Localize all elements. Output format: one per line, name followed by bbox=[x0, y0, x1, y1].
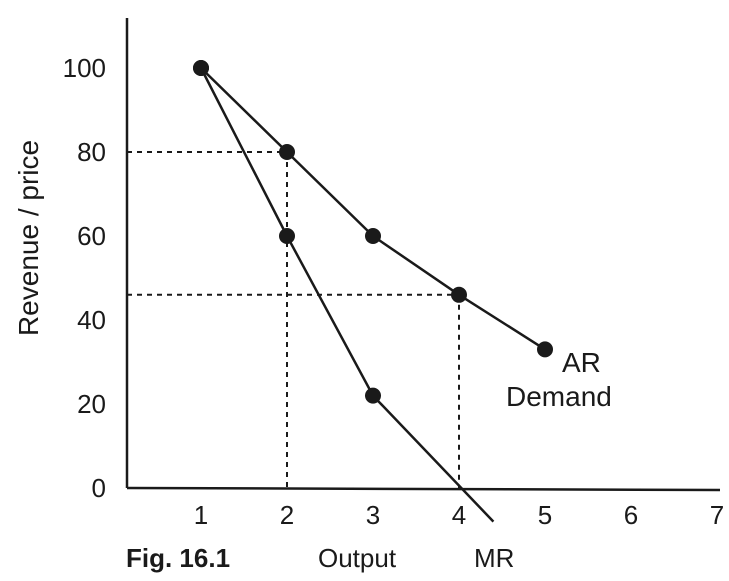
series-line-1 bbox=[199, 67, 495, 523]
data-point-1-0 bbox=[193, 60, 209, 76]
x-tick-label-1: 1 bbox=[194, 500, 208, 530]
x-axis-label: Output bbox=[318, 543, 397, 573]
x-tick-label-4: 4 bbox=[452, 500, 466, 530]
dashed-guides bbox=[127, 151, 460, 488]
x-tick-label-2: 2 bbox=[280, 500, 294, 530]
ar-demand-label-line-1: AR bbox=[562, 347, 601, 378]
data-point-1-1 bbox=[279, 228, 295, 244]
x-axis bbox=[126, 486, 721, 492]
x-tick-label-3: 3 bbox=[366, 500, 380, 530]
x-tick-label-7: 7 bbox=[710, 500, 724, 530]
y-tick-label-20: 20 bbox=[77, 389, 106, 419]
figure-label: Fig. 16.1 bbox=[126, 543, 230, 573]
y-tick-label-60: 60 bbox=[77, 221, 106, 251]
series-lines bbox=[193, 60, 553, 523]
y-tick-label-0: 0 bbox=[92, 473, 106, 503]
y-tick-label-80: 80 bbox=[77, 137, 106, 167]
data-point-1-2 bbox=[365, 387, 381, 404]
x-tick-label-5: 5 bbox=[538, 500, 552, 530]
data-point-0-3 bbox=[451, 286, 467, 303]
y-axis-label: Revenue / price bbox=[13, 140, 44, 336]
data-point-0-2 bbox=[365, 228, 381, 244]
y-tick-labels: 0 20 40 60 80 100 bbox=[63, 53, 106, 503]
mr-series-label: MR bbox=[474, 543, 514, 573]
y-tick-label-100: 100 bbox=[63, 53, 106, 83]
series-line-0 bbox=[200, 67, 546, 351]
ar-demand-label-line-2: Demand bbox=[506, 381, 612, 412]
y-tick-label-40: 40 bbox=[77, 305, 106, 335]
x-tick-labels: 1 2 3 4 5 6 7 bbox=[194, 500, 724, 530]
data-point-0-4 bbox=[537, 341, 553, 358]
data-point-0-1 bbox=[279, 144, 295, 160]
x-tick-label-6: 6 bbox=[624, 500, 638, 530]
